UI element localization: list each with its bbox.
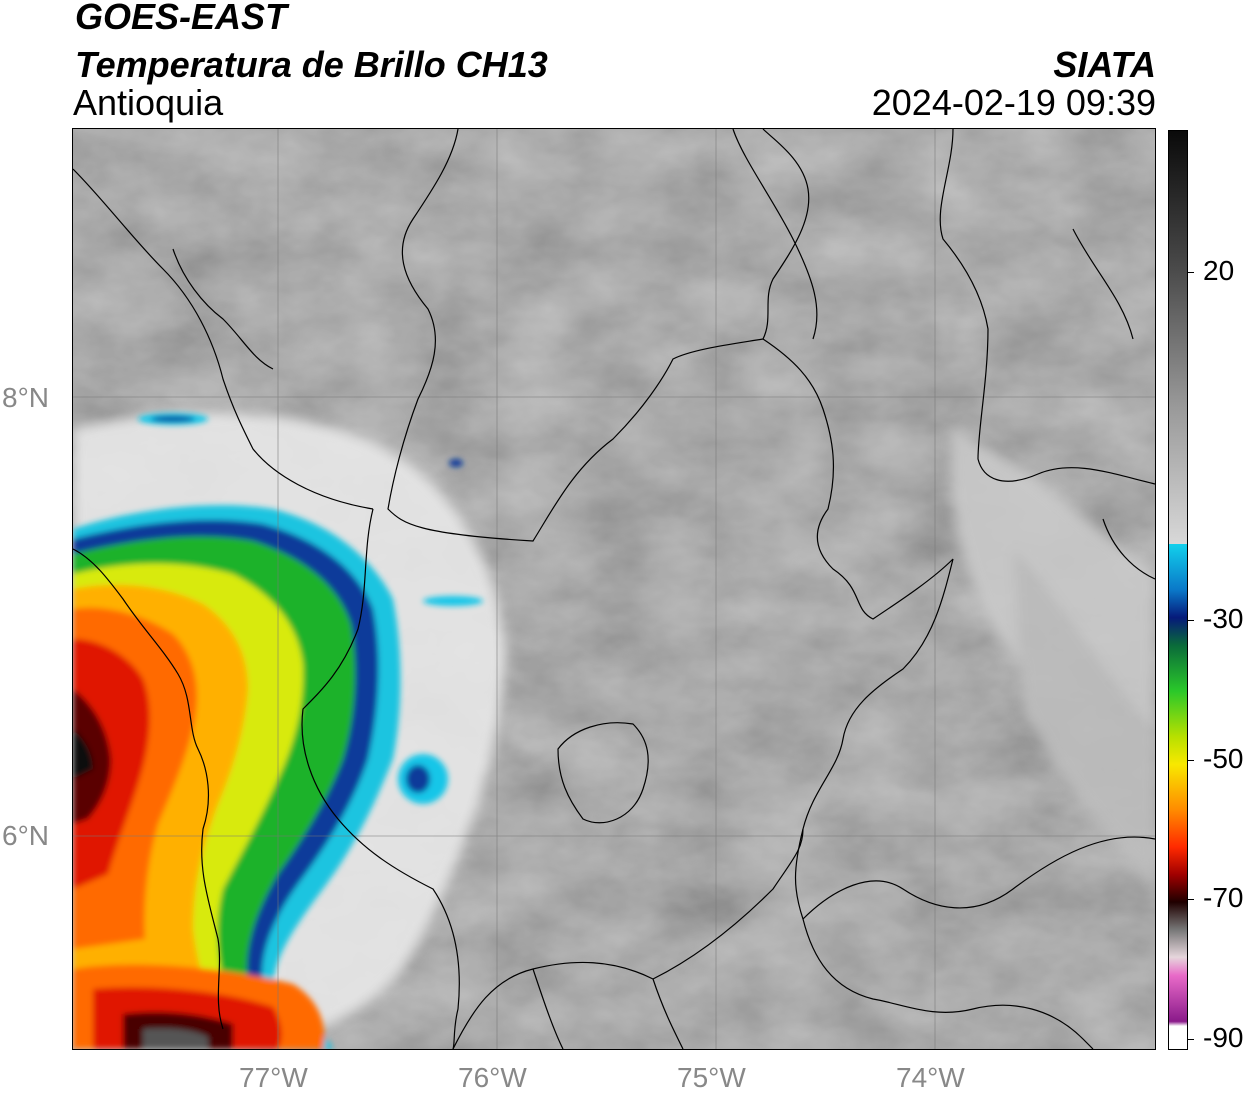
satellite-title: GOES-EAST: [75, 0, 288, 37]
colorbar-label-20: 20: [1203, 255, 1235, 286]
colorbar-label-minus30: -30: [1203, 603, 1244, 634]
product-title: Temperatura de Brillo CH13: [75, 44, 548, 85]
map-image: [72, 128, 1156, 1050]
colorbar-tick-minus50: [1188, 760, 1194, 761]
lat-label-8n: 8°N: [2, 382, 49, 413]
lon-label-74w: 74°W: [896, 1062, 965, 1093]
colorbar-label-minus90: -90: [1203, 1022, 1244, 1053]
lon-label-76w: 76°W: [458, 1062, 527, 1093]
lon-label-77w: 77°W: [239, 1062, 308, 1093]
region-label: Antioquia: [73, 82, 224, 123]
lon-label-75w: 75°W: [677, 1062, 746, 1093]
colorbar-tick-20: [1188, 272, 1194, 273]
lat-label-6n: 6°N: [2, 820, 49, 851]
colorbar-label-minus50: -50: [1203, 743, 1244, 774]
colorbar-gradient: [1169, 131, 1187, 1049]
colorbar-tick-minus30: [1188, 620, 1194, 621]
colorbar-label-minus70: -70: [1203, 882, 1244, 913]
colorbar-tick-minus90: [1188, 1039, 1194, 1040]
colorbar-tick-minus70: [1188, 899, 1194, 900]
colorbar: [1168, 130, 1188, 1050]
satellite-map[interactable]: [72, 128, 1156, 1050]
datetime-label: 2024-02-19 09:39: [871, 82, 1156, 123]
boundaries: [72, 128, 1156, 1050]
graticule: [73, 129, 1155, 1049]
agency-label: SIATA: [1053, 44, 1156, 85]
